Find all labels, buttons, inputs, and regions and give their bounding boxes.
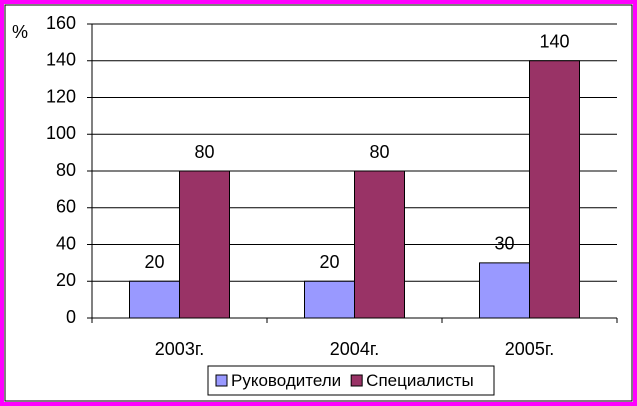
value-label: 20 — [144, 252, 164, 272]
y-tick-label: 60 — [56, 197, 76, 217]
value-label: 80 — [194, 142, 214, 162]
y-tick-label: 80 — [56, 160, 76, 180]
x-tick-label: 2004г. — [330, 339, 379, 359]
legend-swatch — [350, 374, 363, 387]
y-tick-label: 20 — [56, 270, 76, 290]
value-label: 20 — [319, 252, 339, 272]
legend-label: Руководители — [231, 371, 341, 390]
value-label: 80 — [369, 142, 389, 162]
value-label: 30 — [494, 234, 514, 254]
bar — [354, 170, 405, 319]
y-tick-label: 0 — [66, 307, 76, 327]
legend-swatch — [215, 374, 228, 387]
bar — [529, 60, 580, 319]
y-tick-label: 40 — [56, 233, 76, 253]
y-tick-label: 100 — [46, 123, 76, 143]
y-axis-label: % — [12, 22, 28, 42]
bar — [304, 280, 355, 319]
bar — [179, 170, 230, 319]
inner-frame — [4, 4, 633, 402]
x-tick-label: 2003г. — [155, 339, 204, 359]
legend-label: Специалисты — [366, 371, 474, 390]
y-tick-label: 120 — [46, 86, 76, 106]
y-tick-label: 140 — [46, 50, 76, 70]
x-tick-label: 2005г. — [505, 339, 554, 359]
bar — [129, 280, 180, 319]
bar — [479, 262, 530, 319]
value-label: 140 — [539, 32, 569, 52]
y-tick-label: 160 — [46, 13, 76, 33]
